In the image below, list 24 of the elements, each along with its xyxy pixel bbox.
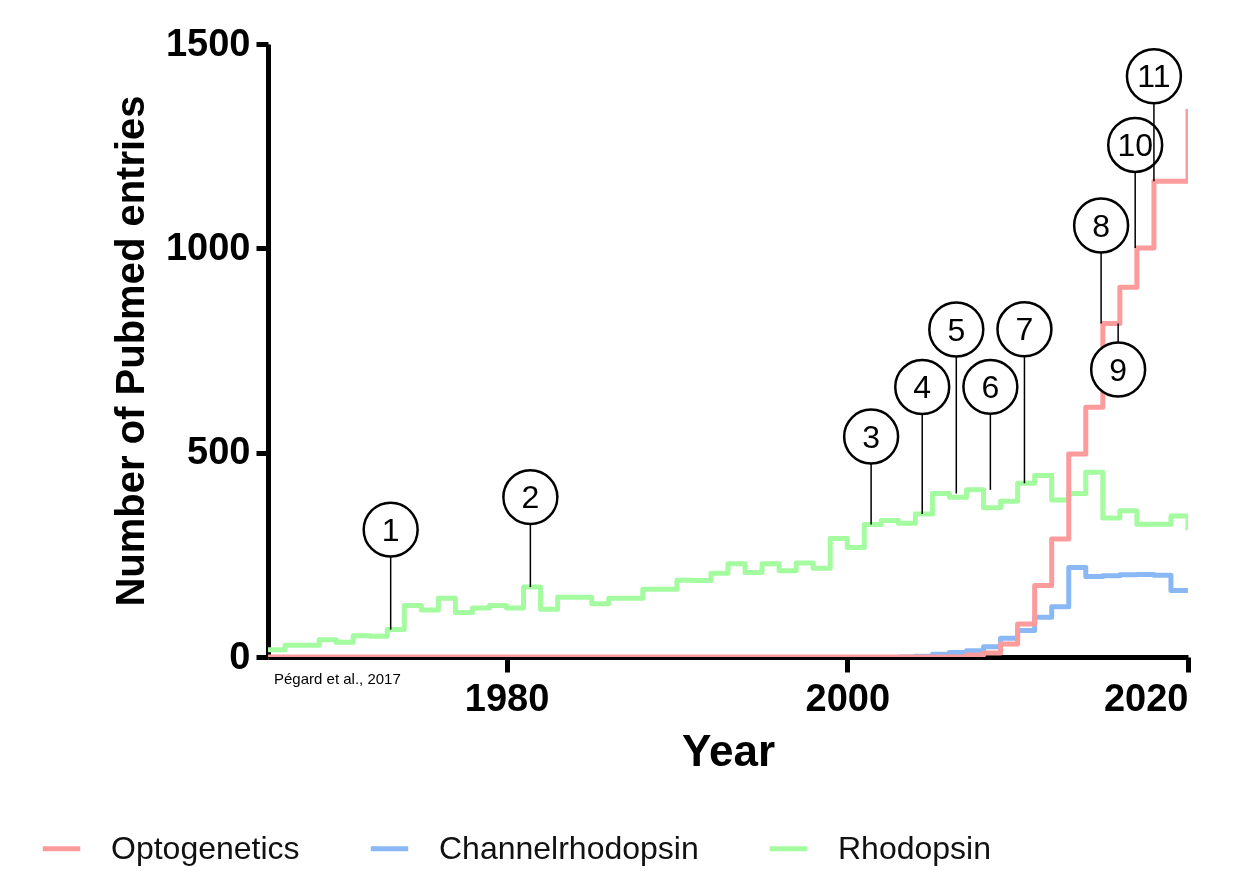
y-tick-label: 500 xyxy=(187,430,251,473)
annotation: 8 xyxy=(1092,207,1111,244)
annotation: 10 xyxy=(1117,126,1153,163)
legend-label: Optogenetics xyxy=(111,829,300,866)
y-tick-label: 1500 xyxy=(165,21,251,64)
annotation: 6 xyxy=(981,368,1000,405)
annotation: 1 xyxy=(381,511,400,548)
annotation: 2 xyxy=(521,479,540,516)
y-tick-label: 1000 xyxy=(165,225,251,268)
annotation: 4 xyxy=(913,368,932,405)
legend-label: Rhodopsin xyxy=(838,829,991,866)
x-tick-label: 1980 xyxy=(464,676,550,719)
annotation: 11 xyxy=(1137,58,1171,95)
y-axis-title: Number of Pubmed entries xyxy=(107,95,152,607)
x-axis-title: Year xyxy=(682,725,775,775)
x-tick-label: 2000 xyxy=(805,676,891,719)
annotation: 9 xyxy=(1109,351,1128,388)
annotation: 7 xyxy=(1015,311,1034,348)
y-tick-label: 0 xyxy=(229,634,251,677)
x-tick-label: 2020 xyxy=(1103,676,1189,719)
annotation: 3 xyxy=(862,418,881,455)
text: Pégard et al., 2017 xyxy=(274,670,401,687)
annotation: 5 xyxy=(947,311,966,348)
legend-label: Channelrhodopsin xyxy=(439,829,699,866)
